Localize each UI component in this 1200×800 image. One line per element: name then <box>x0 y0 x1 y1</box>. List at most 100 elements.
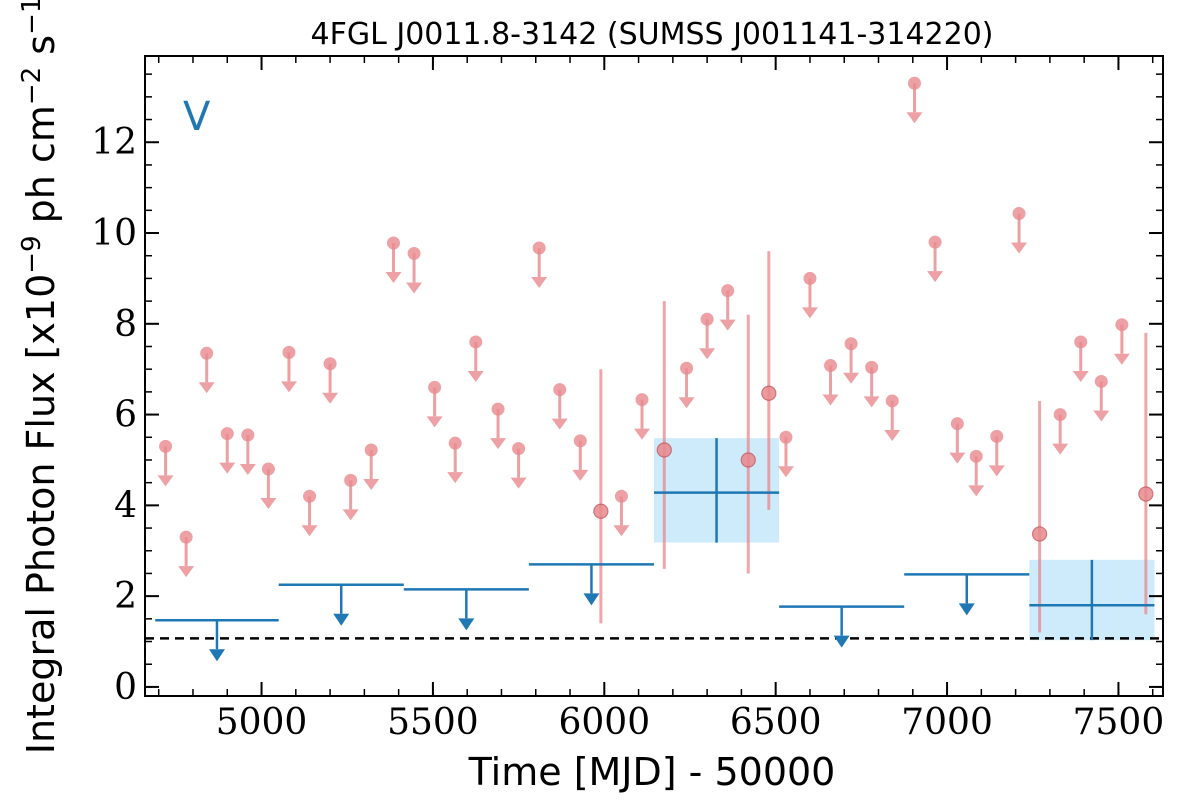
short-bin-ul-arrow-head <box>551 418 568 430</box>
short-bin-ul-arrow-head <box>1113 353 1130 365</box>
short-bin-ul-point <box>969 449 983 463</box>
short-bin-ul-arrow-head <box>406 282 423 294</box>
y-label-mid2: s <box>19 35 63 67</box>
short-bin-detection-point <box>593 503 609 519</box>
short-bin-ul-point <box>1074 335 1088 349</box>
y-tick-label: 10 <box>91 213 137 254</box>
short-bin-ul-point <box>865 360 879 374</box>
short-bin-ul-point <box>303 489 317 503</box>
x-tick-label: 5000 <box>216 702 308 743</box>
short-bin-ul-arrow-head <box>1052 443 1069 455</box>
long-bin-ul-arrow-head <box>833 635 850 648</box>
short-bin-ul-point <box>200 346 214 360</box>
long-bin-ul-arrow-head <box>583 593 600 606</box>
short-bin-ul-point <box>1115 318 1129 332</box>
short-bin-ul-arrow-head <box>777 466 794 478</box>
short-bin-ul-arrow-head <box>1011 242 1028 254</box>
x-axis-label: Time [MJD] - 50000 <box>468 750 836 794</box>
short-bin-ul-arrow-head <box>801 307 818 319</box>
short-bin-ul-point <box>721 284 735 298</box>
y-tick-label: 2 <box>114 576 137 617</box>
short-bin-ul-point <box>344 473 358 487</box>
short-bin-ul-arrow-head <box>178 566 195 578</box>
short-bin-ul-arrow-head <box>968 485 985 497</box>
short-bin-ul-arrow-head <box>949 452 966 464</box>
short-bin-ul-arrow-head <box>280 381 297 393</box>
short-bin-ul-arrow-head <box>634 428 651 440</box>
short-bin-ul-point <box>532 241 546 255</box>
short-bin-ul-arrow-head <box>342 509 359 521</box>
x-tick-label: 6500 <box>730 702 822 743</box>
y-tick-label: 0 <box>114 667 137 708</box>
short-bin-ul-point <box>614 489 628 503</box>
y-tick-label: 6 <box>114 395 137 436</box>
short-bin-ul-arrow-head <box>467 370 484 382</box>
short-bin-ul-point <box>803 271 817 285</box>
y-label-exp1: −9 <box>17 235 47 273</box>
short-bin-ul-arrow-head <box>531 277 548 288</box>
short-bin-ul-arrow-head <box>719 319 736 331</box>
short-bin-ul-point <box>323 357 337 371</box>
short-bin-ul-point <box>448 436 462 450</box>
long-bin-ul-arrow-head <box>208 649 225 662</box>
long-bin-ul-arrow-head <box>958 603 975 616</box>
chart-title: 4FGL J0011.8-3142 (SUMSS J001141-314220) <box>311 17 994 52</box>
short-bin-ul-arrow-head <box>219 462 236 474</box>
short-bin-ul-arrow-head <box>1093 410 1110 422</box>
short-bin-ul-arrow-head <box>863 396 880 408</box>
short-bin-detection-point <box>761 385 777 401</box>
y-label-exp2: −2 <box>17 67 47 105</box>
short-bin-ul-arrow-head <box>301 525 318 537</box>
short-bin-ul-arrow-head <box>157 475 174 487</box>
short-bin-ul-point <box>907 76 921 90</box>
short-bin-ul-arrow-head <box>260 498 277 510</box>
short-bin-ul-point <box>469 335 483 349</box>
short-bin-ul-arrow-head <box>988 465 1005 477</box>
short-bin-ul-point <box>779 430 793 444</box>
short-bin-ul-point <box>990 429 1004 443</box>
short-bin-ul-point <box>428 380 442 394</box>
short-bin-ul-point <box>364 443 378 457</box>
y-tick-label: 4 <box>114 485 137 526</box>
short-bin-ul-point <box>179 530 193 544</box>
short-bin-ul-point <box>512 442 526 456</box>
short-bin-ul-arrow-head <box>490 438 507 450</box>
y-tick-label: 8 <box>114 304 137 345</box>
y-axis-label: Integral Photon Flux [x10−9 ph cm−2 s−1] <box>17 0 63 754</box>
short-bin-ul-arrow-head <box>884 429 901 441</box>
x-tick-label: 6000 <box>558 702 650 743</box>
short-bin-ul-point <box>928 235 942 249</box>
short-bin-ul-arrow-head <box>510 477 527 489</box>
short-bin-ul-point <box>387 236 401 250</box>
short-bin-ul-arrow-head <box>613 525 630 537</box>
short-bin-ul-point <box>282 345 296 359</box>
x-tick-label: 7000 <box>901 702 993 743</box>
y-label-pre: Integral Photon Flux [x10 <box>19 274 63 755</box>
short-bin-ul-arrow-head <box>363 478 380 490</box>
short-bin-ul-point <box>1053 408 1067 422</box>
short-bin-ul-point <box>407 246 421 260</box>
short-bin-ul-point <box>553 383 567 397</box>
short-bin-ul-arrow-head <box>927 271 944 283</box>
short-bin-ul-arrow-head <box>572 469 589 481</box>
short-bin-ul-arrow-head <box>906 112 923 124</box>
short-bin-ul-point <box>844 337 858 351</box>
short-bin-detection-point <box>1138 486 1154 502</box>
short-bin-ul-point <box>1094 374 1108 388</box>
short-bin-ul-point <box>573 434 587 448</box>
short-bin-ul-arrow-head <box>1072 370 1089 382</box>
short-bin-ul-point <box>950 417 964 431</box>
short-bin-ul-arrow-head <box>239 464 256 476</box>
short-bin-ul-point <box>635 393 649 407</box>
y-label-exp3: −1 <box>17 0 47 35</box>
short-bin-ul-point <box>491 402 505 416</box>
y-label-mid: ph cm <box>19 105 63 235</box>
short-bin-detection-point <box>1032 526 1048 542</box>
short-bin-ul-point <box>241 428 255 442</box>
short-bin-ul-arrow-head <box>678 397 695 409</box>
short-bin-ul-arrow-head <box>843 372 860 384</box>
short-bin-ul-arrow-head <box>426 416 443 428</box>
x-tick-label: 5500 <box>387 702 479 743</box>
plot-area: 5000 5500 6000 6500 7000 7500 0 2 4 6 8 10 12 <box>91 55 1164 743</box>
